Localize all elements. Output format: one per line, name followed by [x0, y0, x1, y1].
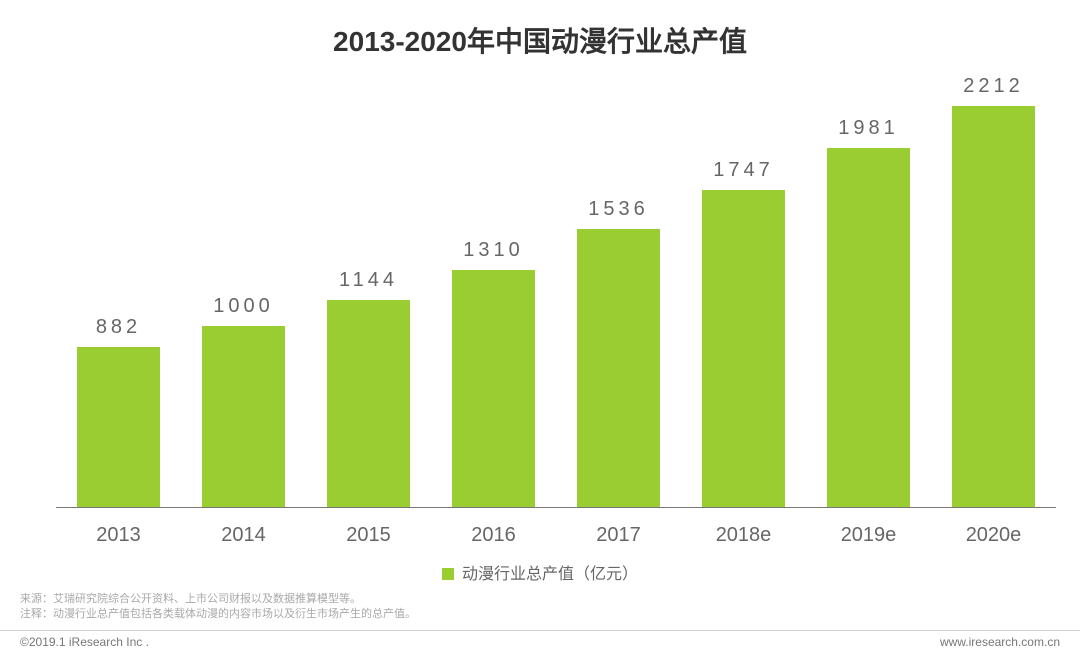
bar-value-label: 1000	[213, 295, 274, 318]
legend-text: 动漫行业总产值（亿元）	[462, 566, 638, 583]
bar-slot: 2212	[931, 90, 1056, 507]
bar-rect: 1000	[202, 326, 285, 507]
bar-rect: 1310	[452, 270, 535, 508]
bar-value-label: 2212	[963, 75, 1024, 98]
bars-group: 882 1000 1144 1310 1536 1747 1981 2212	[56, 90, 1056, 507]
bar-slot: 1144	[306, 90, 431, 507]
bar-value-label: 1981	[838, 117, 899, 140]
bar-rect: 1747	[702, 190, 785, 507]
bar-rect: 2212	[952, 106, 1035, 507]
footnotes: 来源：艾瑞研究院综合公开资料、上市公司财报以及数据推算模型等。 注释：动漫行业总…	[20, 592, 416, 622]
footnote-note: 注释：动漫行业总产值包括各类载体动漫的内容市场以及衍生市场产生的总产值。	[20, 607, 416, 622]
bar-value-label: 1747	[713, 159, 774, 182]
x-axis: 201320142015201620172018e2019e2020e	[56, 512, 1056, 547]
bar-value-label: 1310	[463, 239, 524, 262]
footer-right: www.iresearch.com.cn	[940, 635, 1060, 649]
bar-slot: 1536	[556, 90, 681, 507]
x-tick-label: 2017	[556, 512, 681, 547]
x-tick-label: 2016	[431, 512, 556, 547]
x-tick-label: 2014	[181, 512, 306, 547]
x-tick-label: 2013	[56, 512, 181, 547]
footer-left: ©2019.1 iResearch Inc .	[20, 635, 149, 649]
bar-rect: 1981	[827, 148, 910, 507]
footnote-source: 来源：艾瑞研究院综合公开资料、上市公司财报以及数据推算模型等。	[20, 592, 416, 607]
bar-rect: 1144	[327, 300, 410, 507]
bar-value-label: 1144	[339, 269, 398, 292]
chart-container: 2013-2020年中国动漫行业总产值 882 1000 1144 1310 1536 1…	[0, 0, 1080, 655]
x-tick-label: 2018e	[681, 512, 806, 547]
bar-value-label: 882	[96, 316, 141, 339]
x-tick-label: 2015	[306, 512, 431, 547]
x-tick-label: 2020e	[931, 512, 1056, 547]
legend-swatch	[442, 568, 454, 580]
bar-slot: 1000	[181, 90, 306, 507]
legend: 动漫行业总产值（亿元）	[0, 560, 1080, 584]
bar-slot: 1981	[806, 90, 931, 507]
bar-rect: 1536	[577, 229, 660, 507]
bar-value-label: 1536	[588, 198, 649, 221]
bar-slot: 1747	[681, 90, 806, 507]
plot-area: 882 1000 1144 1310 1536 1747 1981 2212	[56, 90, 1056, 508]
bar-slot: 1310	[431, 90, 556, 507]
footer: ©2019.1 iResearch Inc . www.iresearch.co…	[0, 630, 1080, 649]
bar-rect: 882	[77, 347, 160, 507]
chart-title: 2013-2020年中国动漫行业总产值	[0, 0, 1080, 60]
bar-slot: 882	[56, 90, 181, 507]
x-tick-label: 2019e	[806, 512, 931, 547]
